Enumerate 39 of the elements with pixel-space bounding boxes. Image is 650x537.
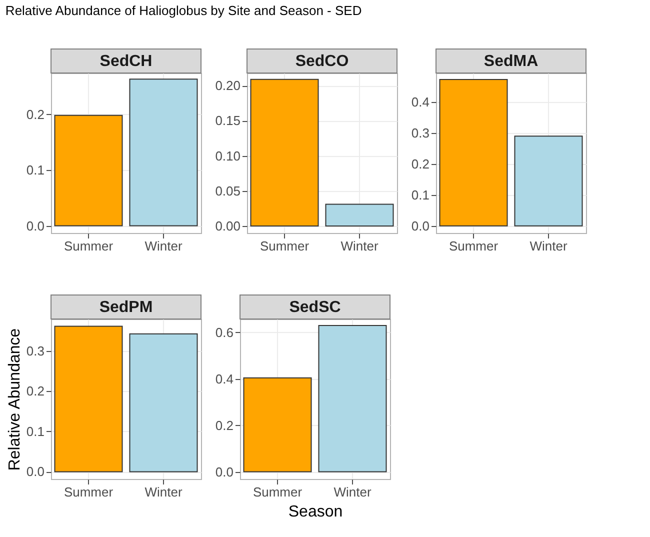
chart-title: SedCH: [100, 53, 152, 70]
chart-title: SedCO: [295, 53, 349, 70]
y-tick-label: 0.0: [26, 464, 44, 480]
y-tick-label: 0.6: [215, 324, 234, 340]
x-tick-label: Summer: [64, 484, 114, 500]
y-tick-label: 0.3: [411, 126, 430, 141]
y-tick-label: 0.00: [215, 218, 240, 234]
y-tick-label: 0.1: [26, 162, 44, 178]
y-tick-label: 0.20: [215, 78, 240, 94]
y-tick-label: 0.0: [411, 218, 430, 234]
y-tick-label: 0.0: [26, 218, 44, 234]
y-tick-label: 0.2: [411, 156, 430, 172]
x-tick-label: Winter: [530, 238, 568, 254]
y-tick-label: 0.4: [411, 94, 430, 110]
x-tick-label: Summer: [252, 484, 303, 500]
y-tick-label: 0.0: [215, 464, 234, 480]
y-axis-title: Relative Abundance: [6, 328, 24, 471]
text: Relative Abundance of Halioglobus by Site and Season - SED: [5, 3, 362, 18]
y-tick-label: 0.2: [26, 106, 44, 122]
x-tick-label: Winter: [144, 238, 183, 254]
x-tick-label: Summer: [260, 238, 310, 254]
y-tick-label: 0.1: [26, 424, 44, 439]
y-tick-label: 0.3: [26, 343, 44, 358]
chart-title: SedMA: [484, 53, 539, 70]
y-tick-label: 0.10: [215, 148, 240, 164]
chart-title: SedSC: [289, 299, 342, 316]
y-tick-label: 0.15: [215, 113, 240, 128]
chart-title: SedPM: [99, 299, 153, 316]
y-tick-label: 0.4: [215, 371, 234, 386]
y-tick-label: 0.1: [411, 187, 430, 202]
x-tick-label: Winter: [334, 484, 372, 500]
y-tick-label: 0.2: [26, 384, 44, 399]
x-axis-title: Season: [288, 504, 343, 520]
x-tick-label: Summer: [448, 238, 499, 254]
x-tick-label: Winter: [340, 238, 379, 254]
x-tick-label: Summer: [64, 238, 114, 254]
y-tick-label: 0.05: [215, 183, 240, 198]
y-tick-label: 0.2: [215, 418, 234, 433]
x-tick-label: Winter: [144, 484, 183, 500]
